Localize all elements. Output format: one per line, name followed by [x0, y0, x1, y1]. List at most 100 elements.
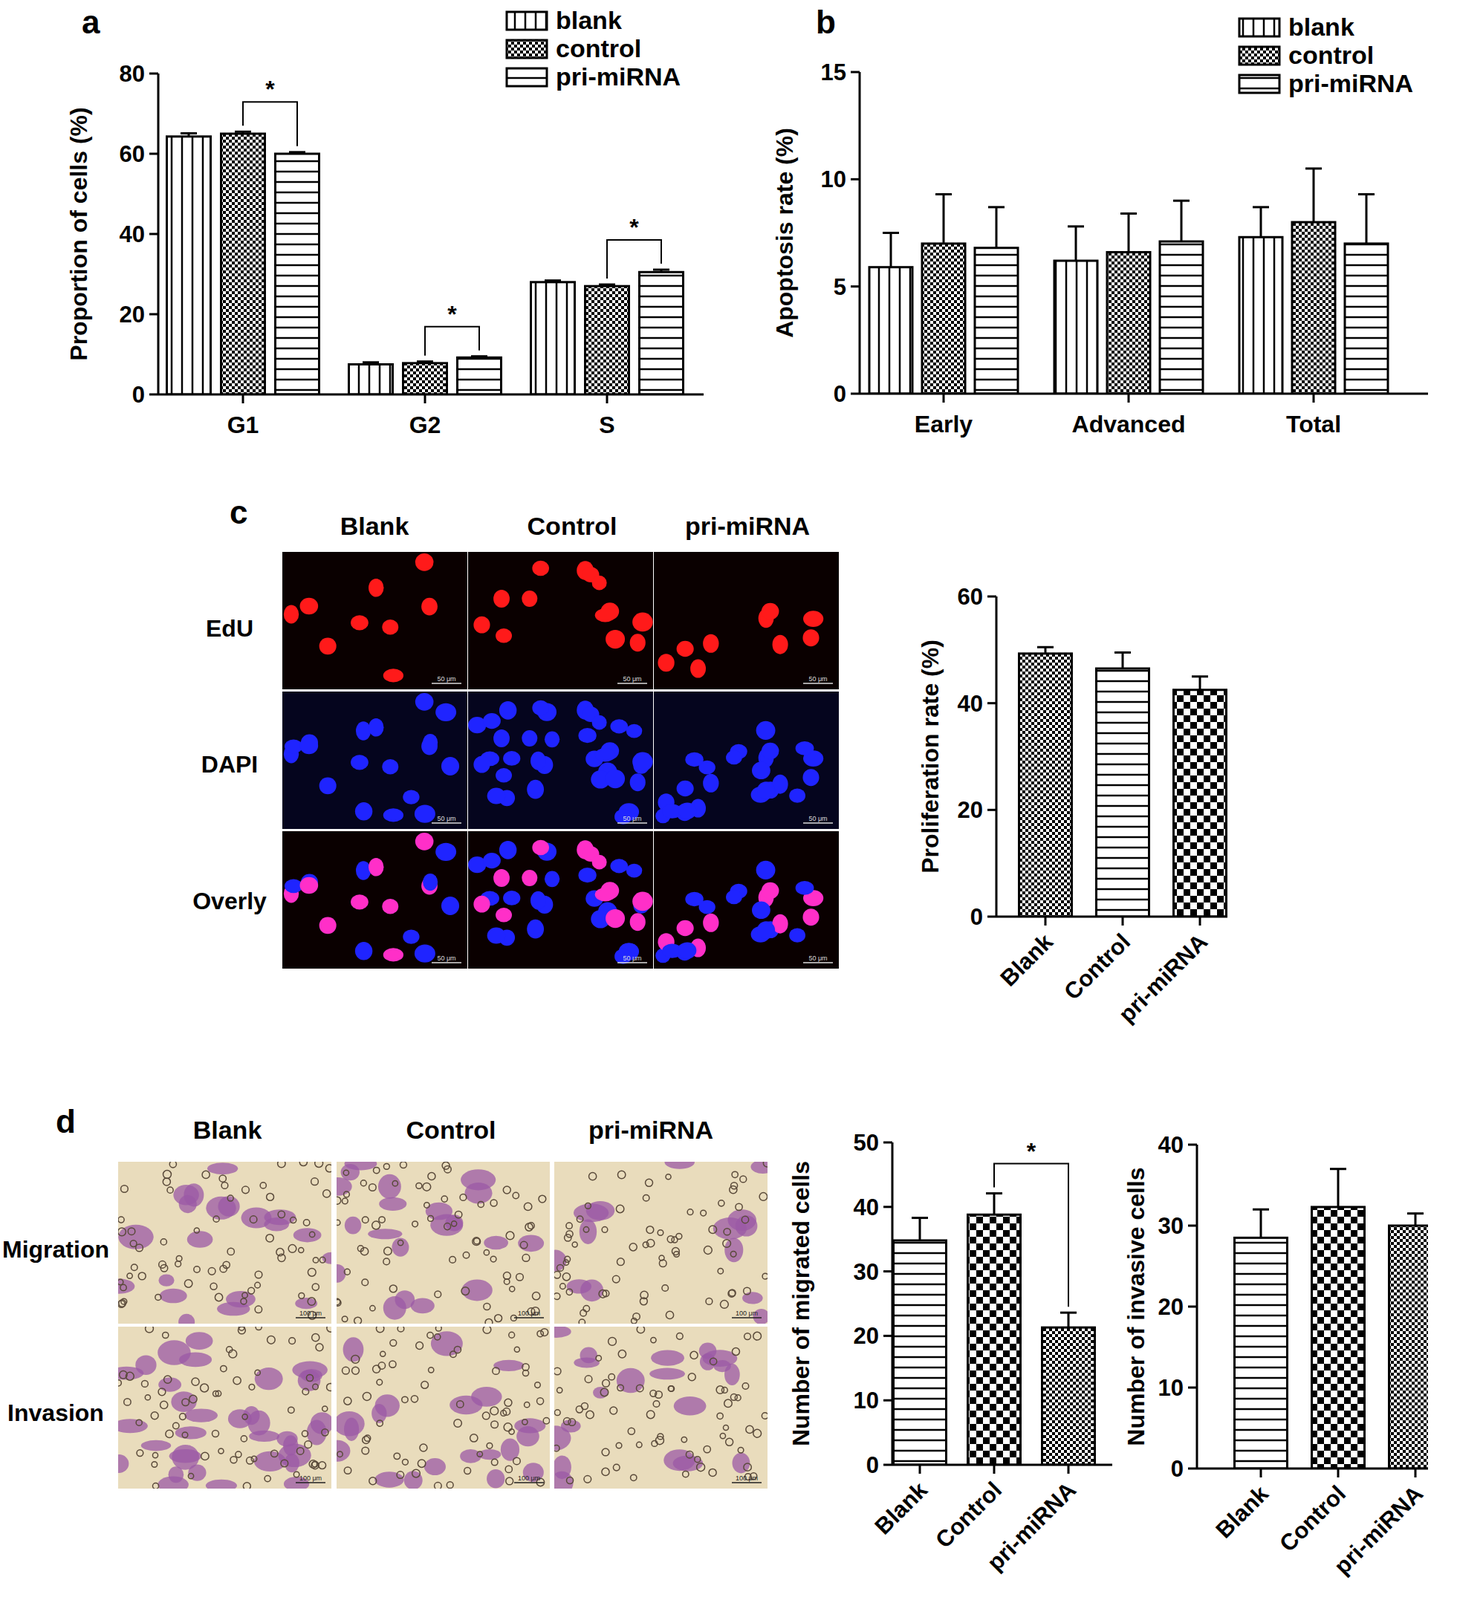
pore: [402, 1459, 409, 1466]
stained-cell: [118, 1367, 144, 1381]
nucleus: [422, 734, 438, 752]
y-axis: [995, 596, 998, 917]
nucleus: [383, 808, 404, 822]
pore: [572, 1242, 578, 1248]
pore: [601, 1448, 610, 1457]
row-label: DAPI: [201, 751, 258, 778]
nucleus: [284, 739, 303, 754]
pore: [293, 1471, 300, 1478]
pore: [228, 1350, 238, 1359]
legend-label: blank: [555, 5, 622, 35]
pore: [532, 1292, 541, 1301]
nucleus: [350, 894, 369, 910]
pore: [254, 1306, 262, 1313]
bar: [349, 364, 394, 396]
pore: [301, 1430, 308, 1437]
nucleus: [802, 629, 819, 647]
pore: [220, 1365, 227, 1372]
image-bg: [282, 691, 468, 830]
nucleus: [690, 659, 706, 678]
pore: [583, 1227, 589, 1233]
y-tick-label: 20: [957, 797, 983, 824]
stained-cell: [424, 1458, 446, 1476]
stained-cell: [699, 1353, 716, 1371]
nucleus: [499, 841, 517, 860]
stained-cell: [724, 1237, 743, 1263]
error-line: [1075, 226, 1078, 261]
stained-cell: [430, 1331, 463, 1356]
x-tick: [1312, 393, 1316, 403]
pore: [580, 1309, 587, 1317]
y-axis-label: Number of invasive cells: [1122, 1167, 1150, 1446]
nucleus: [415, 693, 434, 712]
pore: [155, 1294, 162, 1301]
error-bar: [1305, 168, 1322, 223]
pore: [240, 1298, 247, 1305]
pore: [718, 1200, 725, 1207]
nucleus: [632, 612, 654, 633]
y-tick: [883, 1270, 893, 1273]
nucleus: [368, 858, 384, 877]
nucleus: [772, 635, 789, 655]
scale-bar: [431, 962, 462, 964]
pore: [633, 1313, 640, 1321]
pore: [659, 1255, 665, 1261]
pore: [219, 1265, 227, 1272]
stained-cell: [649, 1368, 686, 1381]
x-tick: [242, 394, 245, 404]
pore: [189, 1395, 197, 1403]
pore: [673, 1251, 680, 1258]
image-bg: [653, 691, 839, 830]
error-cap: [1329, 1167, 1347, 1171]
pore: [576, 1216, 583, 1223]
micrograph: [653, 552, 839, 690]
pore: [248, 1384, 255, 1391]
error-bar: [362, 362, 379, 365]
nucleus: [355, 861, 371, 881]
pore: [486, 1442, 493, 1449]
pore: [483, 1250, 489, 1256]
row-label: Invasion: [7, 1399, 105, 1427]
scale-bar: [731, 1482, 762, 1484]
error-bar: [289, 152, 306, 154]
x-tick: [1127, 393, 1131, 403]
plot-area: [893, 1193, 1096, 1466]
stained-cell: [294, 1298, 318, 1310]
pore: [135, 1419, 142, 1426]
pore: [653, 1401, 660, 1408]
bar: [531, 282, 576, 395]
pore: [528, 1222, 535, 1230]
pore: [121, 1185, 129, 1194]
pore: [731, 1348, 740, 1356]
bar: [1234, 1237, 1288, 1469]
pore: [370, 1306, 376, 1312]
pore: [118, 1380, 122, 1387]
stained-cell: [170, 1391, 197, 1413]
nucleus: [530, 751, 547, 771]
pore: [341, 1316, 348, 1323]
pore: [563, 1418, 570, 1426]
pore: [745, 1425, 754, 1434]
error-cap: [1358, 193, 1375, 196]
pore: [516, 1273, 524, 1281]
pore: [326, 1326, 332, 1333]
scale-bar: [431, 682, 462, 685]
error-bar: [1252, 207, 1270, 238]
scale-bar-label: 100 μm: [299, 1309, 322, 1318]
nucleus: [402, 789, 420, 804]
pore: [412, 1469, 421, 1478]
scale-bar-label: 100 μm: [299, 1474, 322, 1483]
nucleus: [676, 920, 694, 937]
image-bg: [118, 1162, 332, 1325]
pore: [505, 1477, 514, 1486]
nucleus: [531, 840, 550, 856]
error-cap: [416, 360, 434, 363]
pore: [434, 1483, 443, 1489]
x-tick-label: pri-miRNA: [1329, 1480, 1429, 1580]
pore: [449, 1257, 457, 1264]
pore: [309, 1231, 316, 1238]
error-line: [942, 194, 946, 244]
pore: [160, 1239, 167, 1246]
nucleus: [526, 780, 544, 800]
pore: [336, 1219, 341, 1226]
